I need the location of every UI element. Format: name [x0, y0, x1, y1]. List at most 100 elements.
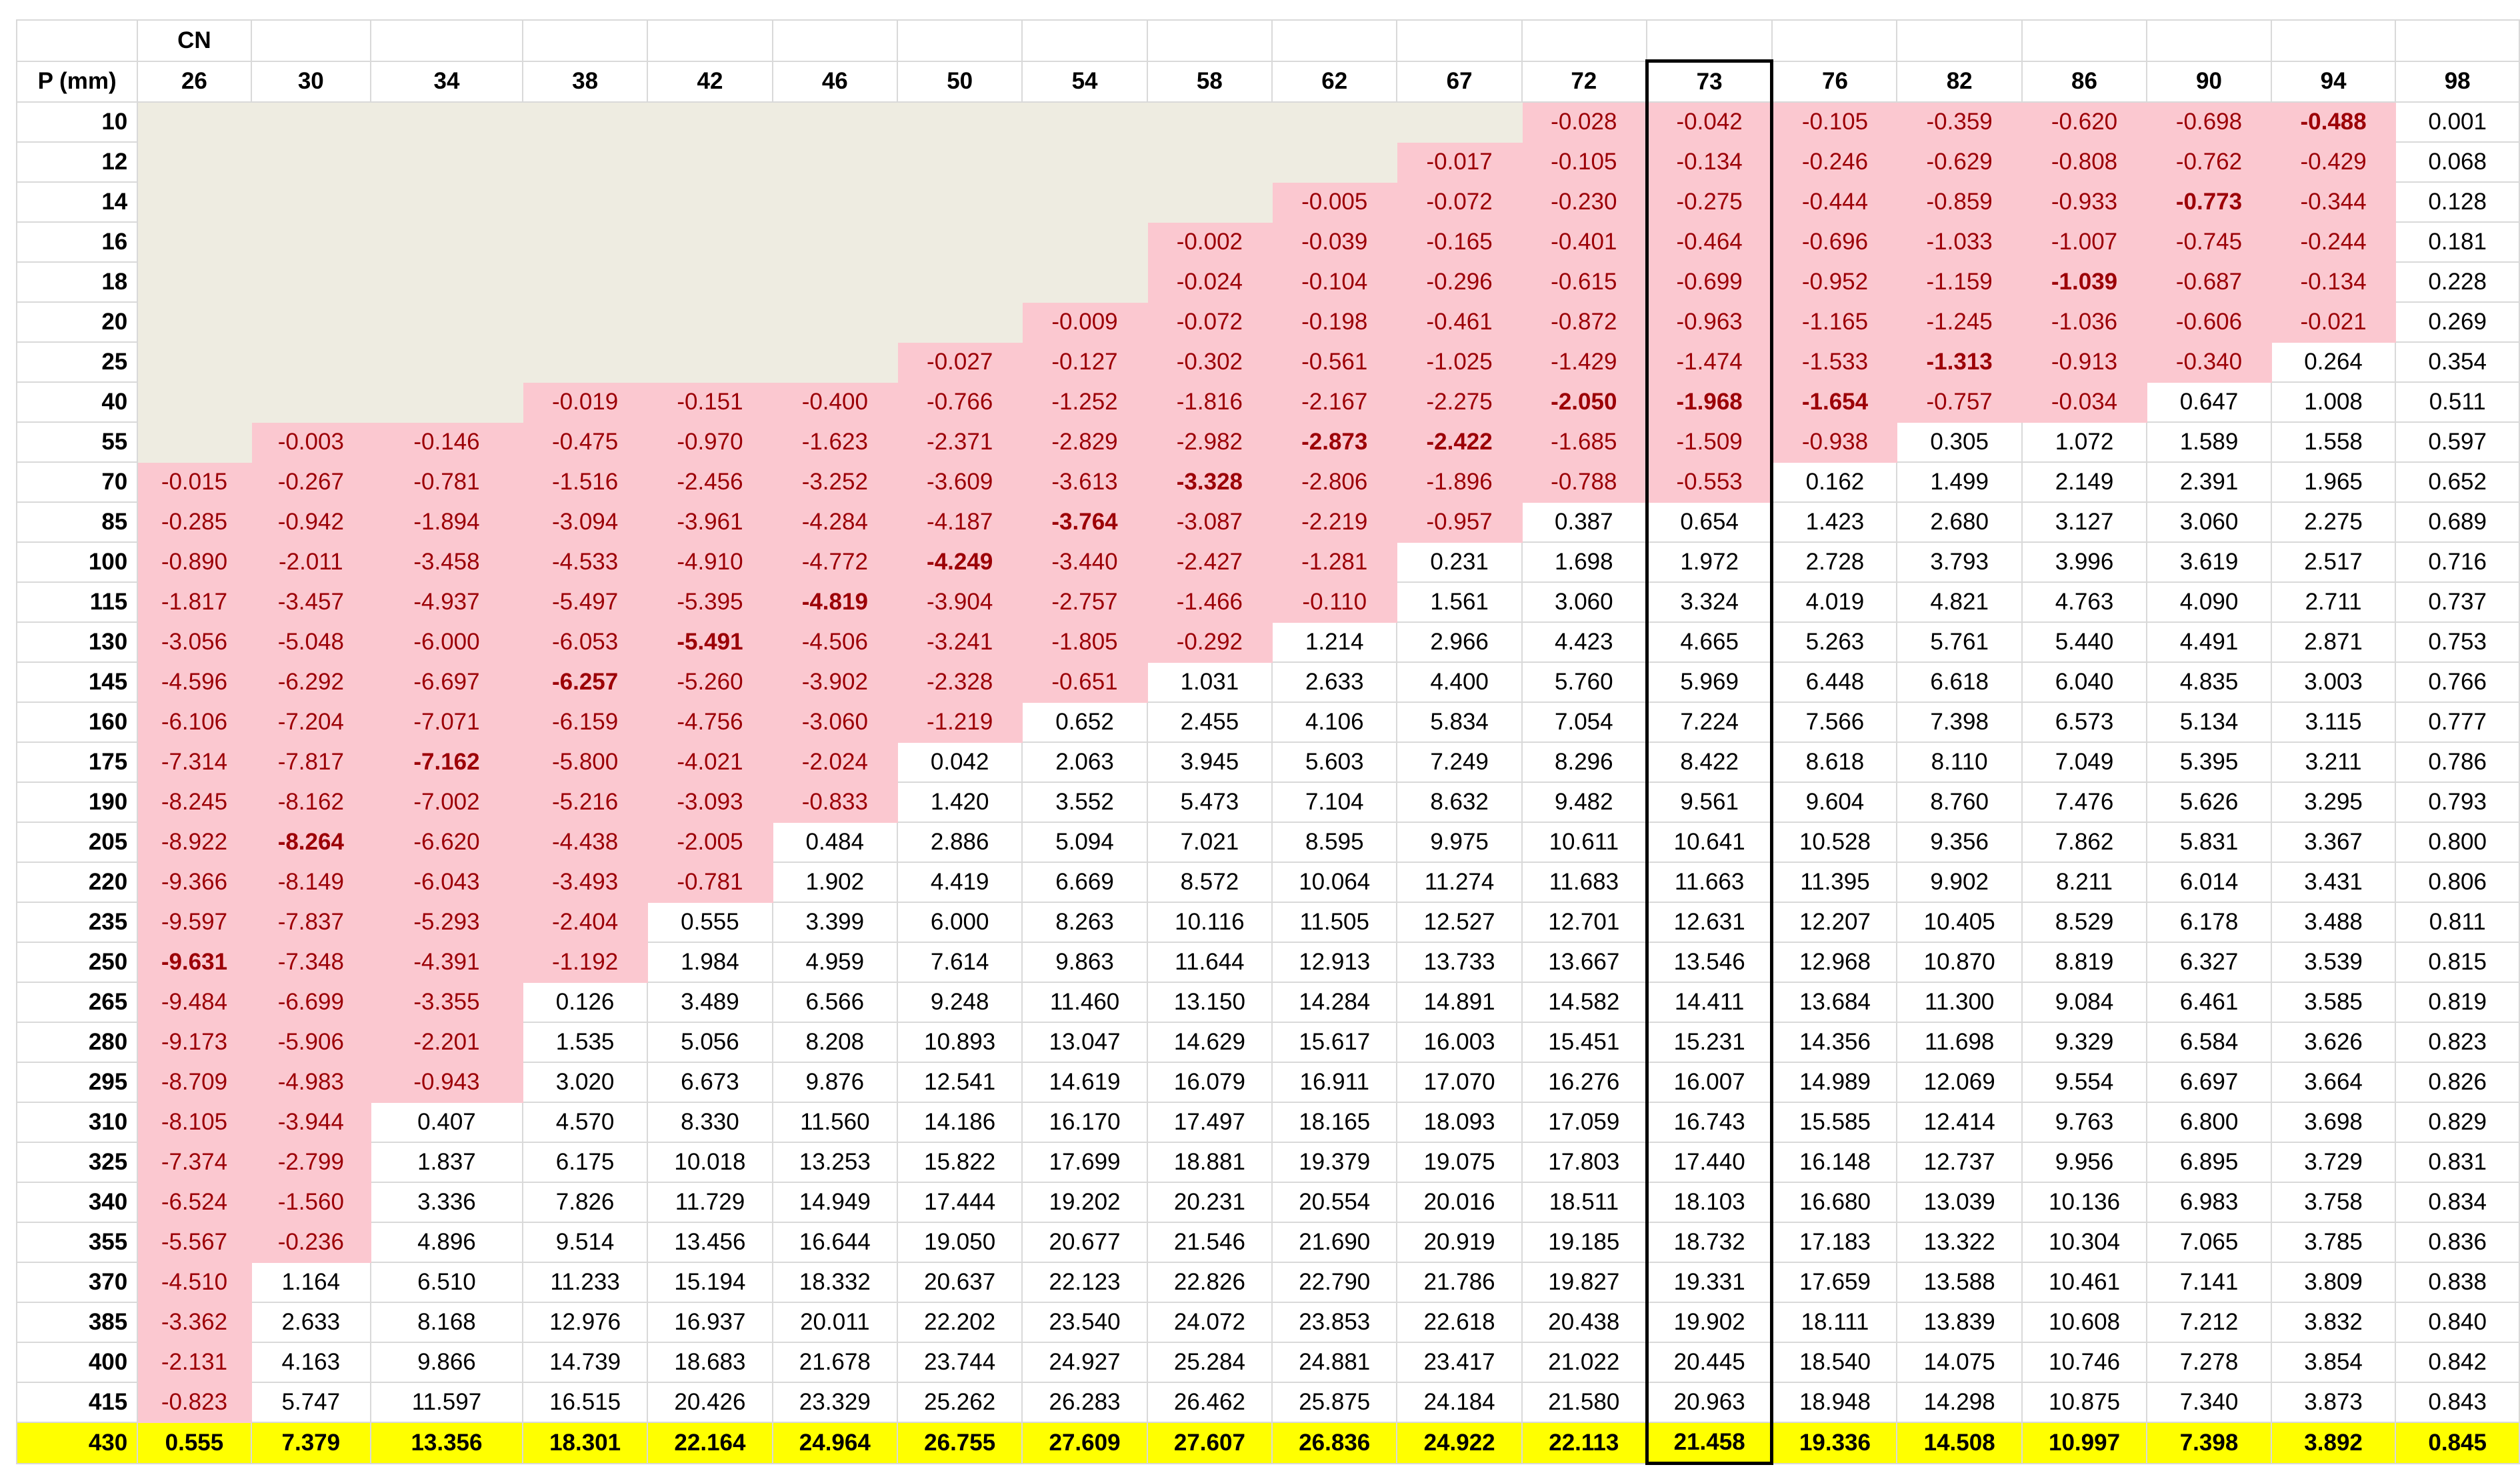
value-cell: 8.296 [1521, 742, 1648, 783]
value-cell: 6.800 [2146, 1102, 2272, 1143]
empty-cell [521, 341, 649, 383]
column-header: 50 [896, 60, 1023, 103]
value-cell: -0.072 [1146, 301, 1273, 343]
value-cell: -0.890 [137, 541, 252, 583]
value-cell: 5.969 [1645, 661, 1774, 703]
value-cell: 7.398 [1896, 701, 2023, 743]
value-cell: 13.039 [1896, 1182, 2023, 1223]
value-cell: 7.862 [2021, 822, 2148, 863]
column-header: 73 [1645, 59, 1774, 103]
value-cell: -0.696 [1771, 221, 1898, 263]
column-header: 82 [1896, 60, 2023, 103]
blank-cell [2146, 19, 2272, 62]
value-cell: 26.283 [1021, 1382, 1148, 1423]
empty-cell [370, 341, 523, 383]
value-cell: 20.919 [1396, 1222, 1523, 1263]
value-cell: -1.466 [1146, 581, 1273, 623]
value-cell: -0.015 [137, 461, 252, 503]
value-cell: -0.475 [521, 421, 649, 463]
value-cell: 13.733 [1396, 942, 1523, 983]
value-cell: 24.927 [1021, 1342, 1148, 1383]
value-cell: 7.104 [1271, 782, 1398, 823]
value-cell: -0.165 [1396, 221, 1523, 263]
value-cell: -0.236 [250, 1222, 372, 1263]
value-cell: 1.420 [896, 782, 1023, 823]
blank-cell [647, 19, 773, 62]
value-cell: 1.902 [771, 862, 899, 903]
value-cell: -3.328 [1146, 461, 1273, 503]
empty-cell [1396, 101, 1523, 143]
empty-cell [771, 101, 899, 143]
value-cell: -5.906 [250, 1022, 372, 1063]
value-cell: 0.407 [370, 1102, 523, 1143]
row-title: P (mm) [15, 60, 139, 103]
value-cell: 10.064 [1271, 862, 1398, 903]
value-cell: 3.585 [2270, 982, 2397, 1023]
row-label: 340 [15, 1182, 139, 1223]
blank-cell [1646, 19, 1773, 62]
value-cell: 26.462 [1146, 1382, 1273, 1423]
value-cell: -2.757 [1021, 581, 1148, 623]
value-cell: 2.728 [1771, 541, 1898, 583]
value-cell: 14.739 [521, 1342, 649, 1383]
empty-cell [250, 221, 372, 263]
value-cell: 8.819 [2021, 942, 2148, 983]
data-row: 325 -7.374 -2.799 1.837 6.175 10.018 13.253 15.… [15, 1142, 2520, 1183]
value-cell: -1.281 [1271, 541, 1398, 583]
blank-cell [2270, 19, 2397, 62]
value-cell: 19.050 [896, 1222, 1023, 1263]
value-cell: 14.989 [1771, 1062, 1898, 1103]
value-cell: -4.937 [370, 581, 523, 623]
value-cell: 22.113 [1521, 1422, 1648, 1464]
empty-cell [1146, 101, 1273, 143]
value-cell: 20.011 [771, 1302, 899, 1343]
value-cell: 0.800 [2395, 822, 2520, 863]
blank-cell [1521, 19, 1648, 62]
header-row: P (mm) 26 30 34 38 42 46 50 54 58 62 67 72 73 76 82 86 90… [15, 59, 2520, 103]
value-cell: 7.614 [896, 942, 1023, 983]
value-cell: 11.644 [1146, 942, 1273, 983]
value-cell: 7.141 [2146, 1262, 2272, 1303]
value-cell: 9.604 [1771, 782, 1898, 823]
value-cell: 3.552 [1021, 782, 1148, 823]
header-row: CN [15, 19, 2520, 62]
value-cell: 7.476 [2021, 782, 2148, 823]
value-cell: -1.252 [1021, 381, 1148, 423]
value-cell: 18.301 [521, 1422, 649, 1464]
column-header: 72 [1521, 60, 1648, 103]
column-header: 76 [1771, 60, 1898, 103]
value-cell: 6.178 [2146, 902, 2272, 943]
row-label: 235 [15, 902, 139, 943]
value-cell: -0.773 [2146, 181, 2272, 223]
value-cell: -0.762 [2146, 141, 2272, 183]
value-cell: 2.886 [896, 822, 1023, 863]
value-cell: -0.401 [1521, 221, 1648, 263]
value-cell: 6.618 [1896, 661, 2023, 703]
value-cell: 0.162 [1771, 461, 1898, 503]
empty-cell [521, 181, 649, 223]
value-cell: -1.159 [1896, 261, 2023, 303]
value-cell: 0.387 [1521, 501, 1648, 543]
value-cell: 0.838 [2395, 1262, 2520, 1303]
value-cell: 8.529 [2021, 902, 2148, 943]
value-cell: 4.959 [771, 942, 899, 983]
value-cell: 21.678 [771, 1342, 899, 1383]
data-row: 55 -0.003 -0.146 -0.475 -0.970 -1.623 -2.371 -2… [15, 421, 2520, 463]
value-cell: 6.983 [2146, 1182, 2272, 1223]
value-cell: 11.597 [370, 1382, 523, 1423]
row-label: 400 [15, 1342, 139, 1383]
column-header: 58 [1146, 60, 1273, 103]
value-cell: -4.391 [370, 942, 523, 983]
value-cell: 16.007 [1645, 1062, 1774, 1103]
value-cell: 4.763 [2021, 581, 2148, 623]
empty-cell [137, 381, 252, 423]
value-cell: 13.322 [1896, 1222, 2023, 1263]
value-cell: -6.292 [250, 661, 372, 703]
column-header: 38 [521, 60, 649, 103]
value-cell: 5.761 [1896, 621, 2023, 663]
value-cell: 10.997 [2021, 1422, 2148, 1464]
value-cell: 11.698 [1896, 1022, 2023, 1063]
value-cell: 16.276 [1521, 1062, 1648, 1103]
value-cell: -1.313 [1896, 341, 2023, 383]
value-cell: 18.165 [1271, 1102, 1398, 1143]
